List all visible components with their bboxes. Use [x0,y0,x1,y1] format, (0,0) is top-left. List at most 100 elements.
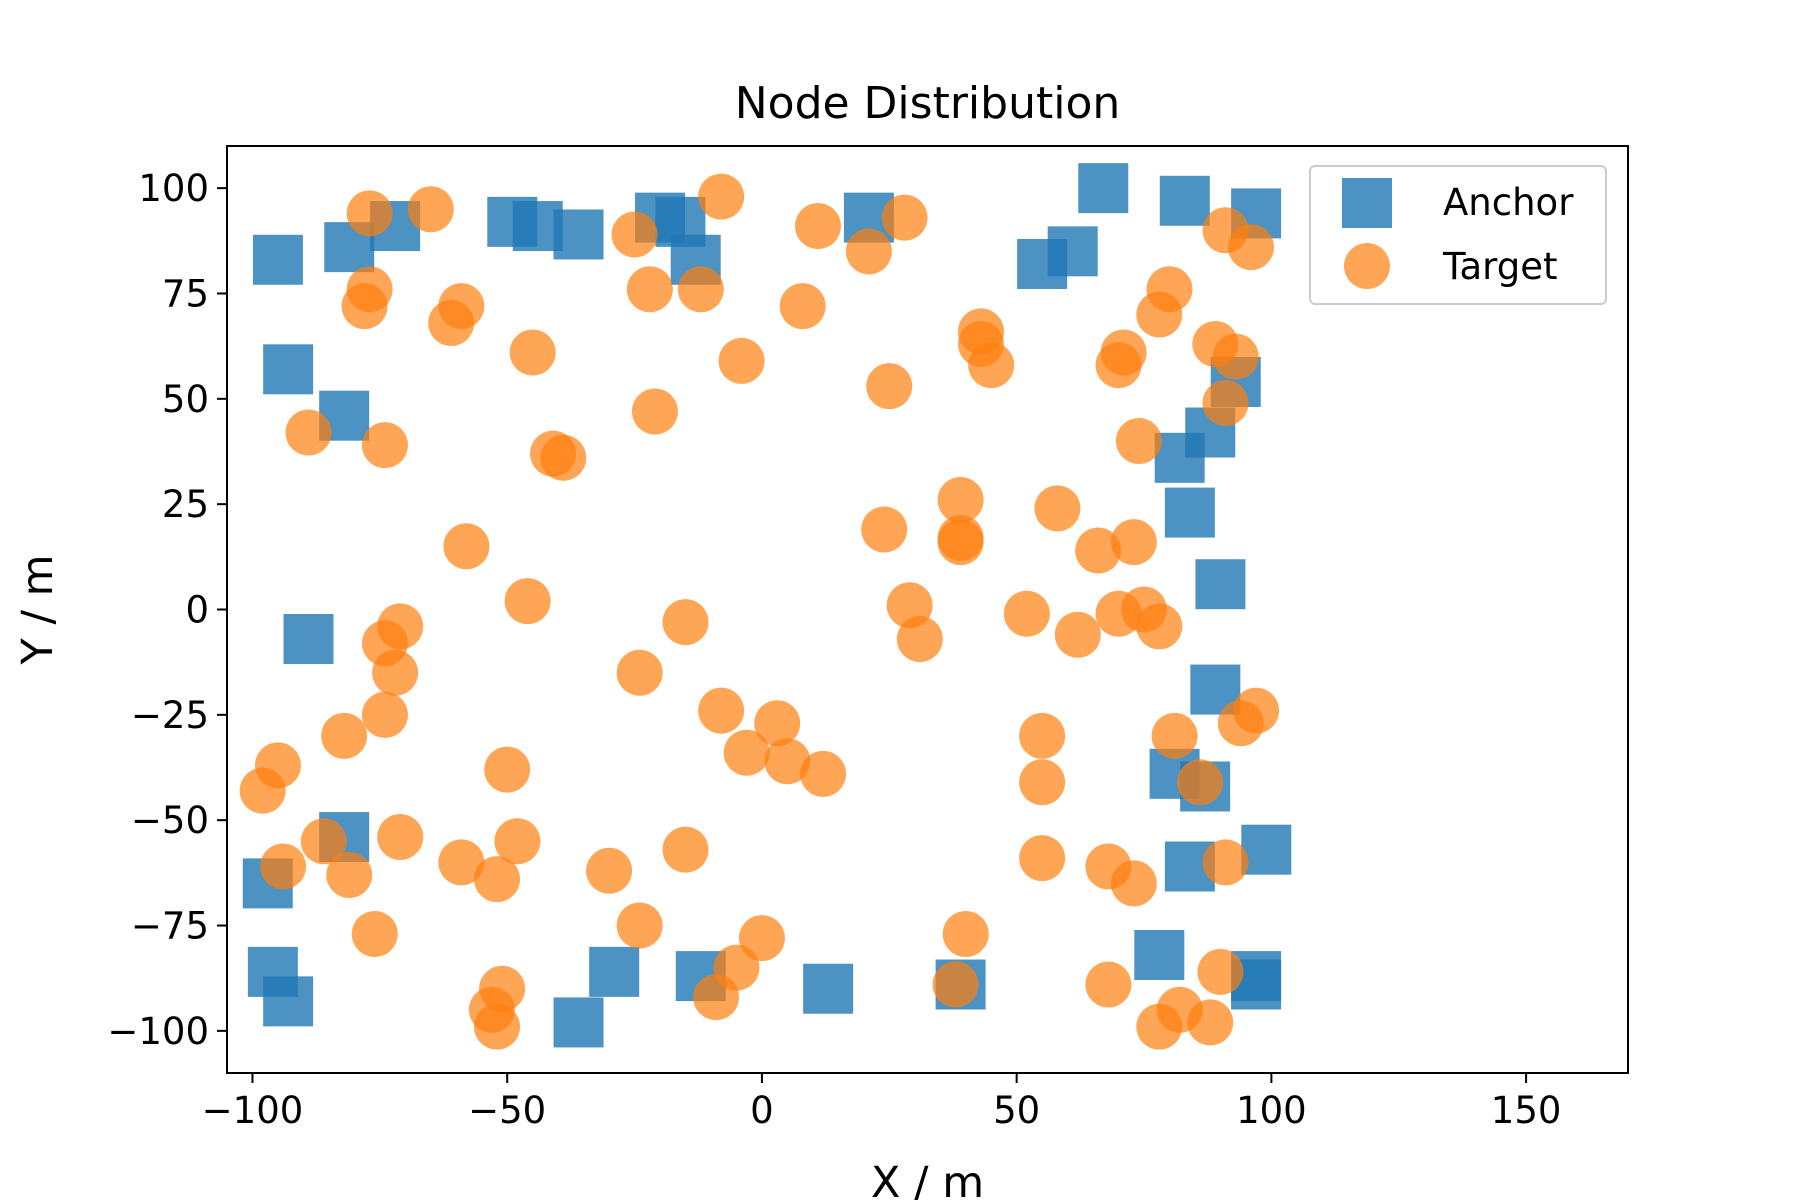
anchor-point-19 [1154,432,1205,483]
target-point-76 [474,856,521,903]
x-tick-label: −50 [468,1089,546,1132]
target-point-88 [942,910,989,957]
y-tick-label: −75 [131,905,209,948]
target-point-18 [509,329,556,376]
target-point-28 [866,363,913,410]
anchor-point-12 [1078,163,1129,214]
anchor-point-34 [803,963,854,1014]
target-point-4 [881,194,928,241]
target-point-50 [1054,611,1101,658]
target-point-29 [285,409,332,456]
target-point-55 [616,649,663,696]
target-point-24 [1095,342,1142,389]
anchor-point-29 [1241,824,1292,875]
anchor-point-13 [1159,175,1210,226]
target-point-30 [361,422,408,469]
target-point-9 [626,266,673,313]
y-tick-label: −100 [107,1010,209,1053]
anchor-point-31 [263,976,314,1027]
x-axis-ticks: −100 −50 0 50 100 150 [202,1073,1562,1132]
target-point-3 [794,203,841,250]
target-point-10 [677,266,724,313]
target-point-19 [718,337,765,384]
target-point-13 [341,283,388,330]
target-point-1 [407,186,454,233]
target-point-66 [1233,687,1280,734]
target-point-95 [1085,961,1132,1008]
y-axis-label: Y / m [13,555,63,666]
target-point-68 [239,767,286,814]
target-point-84 [1202,839,1249,886]
target-point-5 [611,211,658,258]
target-point-81 [1019,835,1066,882]
legend-swatch-anchor [1342,178,1392,228]
target-point-85 [351,910,398,957]
target-point-58 [698,687,745,734]
target-point-57 [321,712,368,759]
y-tick-label: 50 [162,378,209,421]
x-tick-label: 150 [1491,1089,1562,1132]
legend-swatch-target [1344,243,1390,289]
target-point-8 [845,228,892,275]
target-point-94 [932,961,979,1008]
chart-title: Node Distribution [735,78,1121,129]
x-tick-label: 100 [1236,1089,1307,1132]
target-point-17 [1136,291,1183,338]
target-point-62 [800,750,847,797]
target-point-56 [361,691,408,738]
target-point-22 [968,342,1015,389]
target-point-70 [1019,759,1066,806]
target-point-60 [723,729,770,776]
legend: Anchor Target [1309,165,1607,305]
target-point-54 [372,649,419,696]
target-point-49 [896,615,943,662]
target-point-37 [861,506,908,553]
x-tick-label: 0 [750,1089,774,1132]
target-point-35 [937,476,984,523]
target-point-96 [1197,948,1244,995]
target-point-77 [260,843,307,890]
x-tick-label: 50 [993,1089,1040,1132]
target-point-86 [616,902,663,949]
plot-marks [239,163,1292,1050]
target-point-31 [631,388,678,435]
anchor-point-22 [283,613,334,664]
target-point-41 [1110,519,1157,566]
anchor-point-32 [589,946,640,997]
target-point-83 [1110,860,1157,907]
x-tick-label: −100 [202,1089,304,1132]
target-point-69 [484,746,531,793]
anchor-point-39 [553,997,604,1048]
target-point-75 [438,839,485,886]
target-point-0 [346,190,393,237]
target-point-2 [698,173,745,220]
y-axis-ticks: −100 −75 −50 −25 0 25 50 75 100 [107,167,227,1053]
target-point-39 [937,519,984,566]
y-tick-label: −25 [131,694,209,737]
y-tick-label: 100 [138,167,209,210]
target-point-64 [1151,712,1198,759]
anchor-point-0 [252,234,303,285]
legend-label-anchor: Anchor [1443,181,1574,224]
target-point-26 [1212,333,1259,380]
target-point-74 [494,818,541,865]
anchor-point-15 [263,344,314,395]
target-point-98 [1136,1003,1183,1050]
target-point-59 [754,700,801,747]
y-tick-label: 75 [162,272,209,315]
target-point-73 [377,814,424,861]
target-point-92 [474,1003,521,1050]
target-point-63 [1019,712,1066,759]
y-tick-label: 25 [162,483,209,526]
anchor-point-21 [1195,559,1246,610]
anchor-point-11 [1047,226,1098,277]
target-point-45 [1003,590,1050,637]
target-point-34 [1115,417,1162,464]
target-point-40 [1075,527,1122,574]
target-point-71 [1177,759,1224,806]
target-point-79 [586,847,633,894]
target-point-99 [1187,999,1234,1046]
target-point-72 [300,818,347,865]
target-point-80 [662,826,709,873]
